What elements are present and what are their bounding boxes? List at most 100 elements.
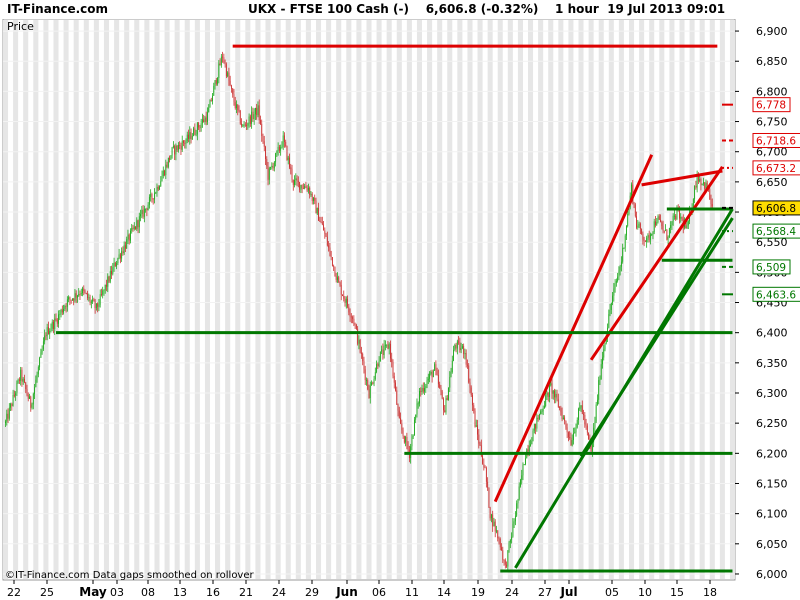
candle-body: [116, 263, 118, 267]
candle-body: [458, 341, 460, 343]
candle-body: [424, 388, 425, 392]
candle-body: [705, 182, 707, 190]
candle-body: [615, 281, 617, 284]
candle-body: [383, 345, 385, 355]
candle-body: [522, 464, 524, 476]
candle-body: [594, 421, 596, 428]
candle-body: [378, 361, 380, 366]
candle-body: [73, 298, 75, 301]
candle-body: [82, 288, 83, 294]
candle-body: [473, 405, 475, 411]
candle-body: [296, 178, 298, 181]
grid-band: [659, 20, 665, 579]
candle-body: [335, 276, 337, 280]
x-tick-label: 19: [471, 586, 485, 599]
candle-body: [54, 318, 56, 329]
candle-body: [671, 221, 673, 226]
grid-band: [204, 20, 210, 579]
candle-body: [613, 288, 615, 296]
resistance-line[interactable]: [493, 154, 654, 503]
candle-body: [217, 77, 218, 84]
candle-body: [376, 364, 378, 373]
last-price-change: 6,606.8 (-0.32%): [425, 2, 539, 16]
candle-body: [289, 157, 290, 168]
candle-body: [342, 294, 343, 296]
candle-body: [373, 379, 375, 384]
candle-body: [190, 132, 192, 140]
candle-body: [679, 208, 680, 219]
candle-body: [320, 221, 322, 223]
candle-body: [566, 427, 568, 433]
grid-band: [538, 20, 544, 579]
candle-body: [49, 330, 51, 335]
grid-band: [174, 20, 180, 579]
candle-body: [16, 382, 18, 394]
candle-body: [363, 361, 365, 370]
candle-body: [195, 134, 197, 136]
candle-body: [141, 209, 143, 215]
candle-body: [704, 182, 706, 190]
candle-body: [41, 349, 43, 353]
candle-body: [460, 348, 462, 351]
candle-body: [352, 317, 354, 319]
candle-body: [366, 380, 367, 381]
y-tick-label: 6,650: [756, 176, 788, 189]
candle-body: [469, 382, 471, 388]
resistance-line[interactable]: [641, 169, 723, 187]
candle-body: [517, 499, 519, 504]
candle-body: [591, 442, 593, 452]
candle-body: [114, 262, 116, 267]
candle-body: [492, 514, 494, 527]
candle-body: [234, 102, 236, 109]
candle-body: [354, 323, 356, 325]
candle-body: [575, 427, 577, 433]
candle-body: [513, 521, 515, 524]
candle-body: [402, 430, 404, 436]
y-tick-label: 6,150: [756, 477, 788, 490]
candle-body: [261, 123, 263, 137]
candle-body: [229, 80, 231, 86]
candle-body: [24, 378, 25, 383]
candle-body: [205, 117, 207, 123]
grid-band: [649, 20, 655, 579]
candle-body: [700, 179, 702, 185]
candle-body: [542, 408, 544, 412]
candle-body: [434, 364, 436, 371]
candle-body: [213, 85, 215, 96]
candle-body: [241, 123, 242, 126]
candle-body: [396, 390, 398, 405]
candle-body: [314, 197, 316, 201]
candle-body: [391, 358, 393, 363]
x-tick-label: Jul: [559, 585, 577, 599]
candle-body: [83, 288, 85, 291]
candle-body: [397, 404, 399, 411]
candle-body: [651, 234, 653, 235]
candle-body: [159, 186, 160, 190]
candle-body: [482, 455, 484, 464]
candle-body: [540, 411, 542, 414]
candle-body: [472, 395, 473, 406]
candle-body: [608, 314, 610, 328]
candle-body: [353, 318, 355, 324]
candle-body: [349, 312, 351, 317]
candle-body: [84, 290, 86, 293]
grid-band: [477, 20, 483, 579]
candle-body: [403, 435, 405, 443]
y-tick-label: 6,750: [756, 116, 788, 129]
candle-body: [359, 340, 361, 353]
support-line[interactable]: [579, 217, 734, 458]
candle-body: [313, 197, 314, 201]
candle-body: [61, 309, 63, 313]
candle-body: [204, 117, 206, 123]
candle-body: [695, 185, 697, 188]
candle-body: [401, 423, 403, 431]
chart-header: IT-Finance.com UKX - FTSE 100 Cash (-) 6…: [0, 0, 800, 19]
candle-body: [189, 132, 191, 139]
candle-body: [584, 414, 586, 425]
candle-body: [573, 433, 574, 441]
level-marker-box: [752, 160, 800, 176]
level-marker-label: 6,606.8: [756, 203, 796, 215]
grid-band: [315, 20, 322, 579]
candle-body: [561, 411, 563, 420]
resistance-line[interactable]: [589, 165, 724, 361]
